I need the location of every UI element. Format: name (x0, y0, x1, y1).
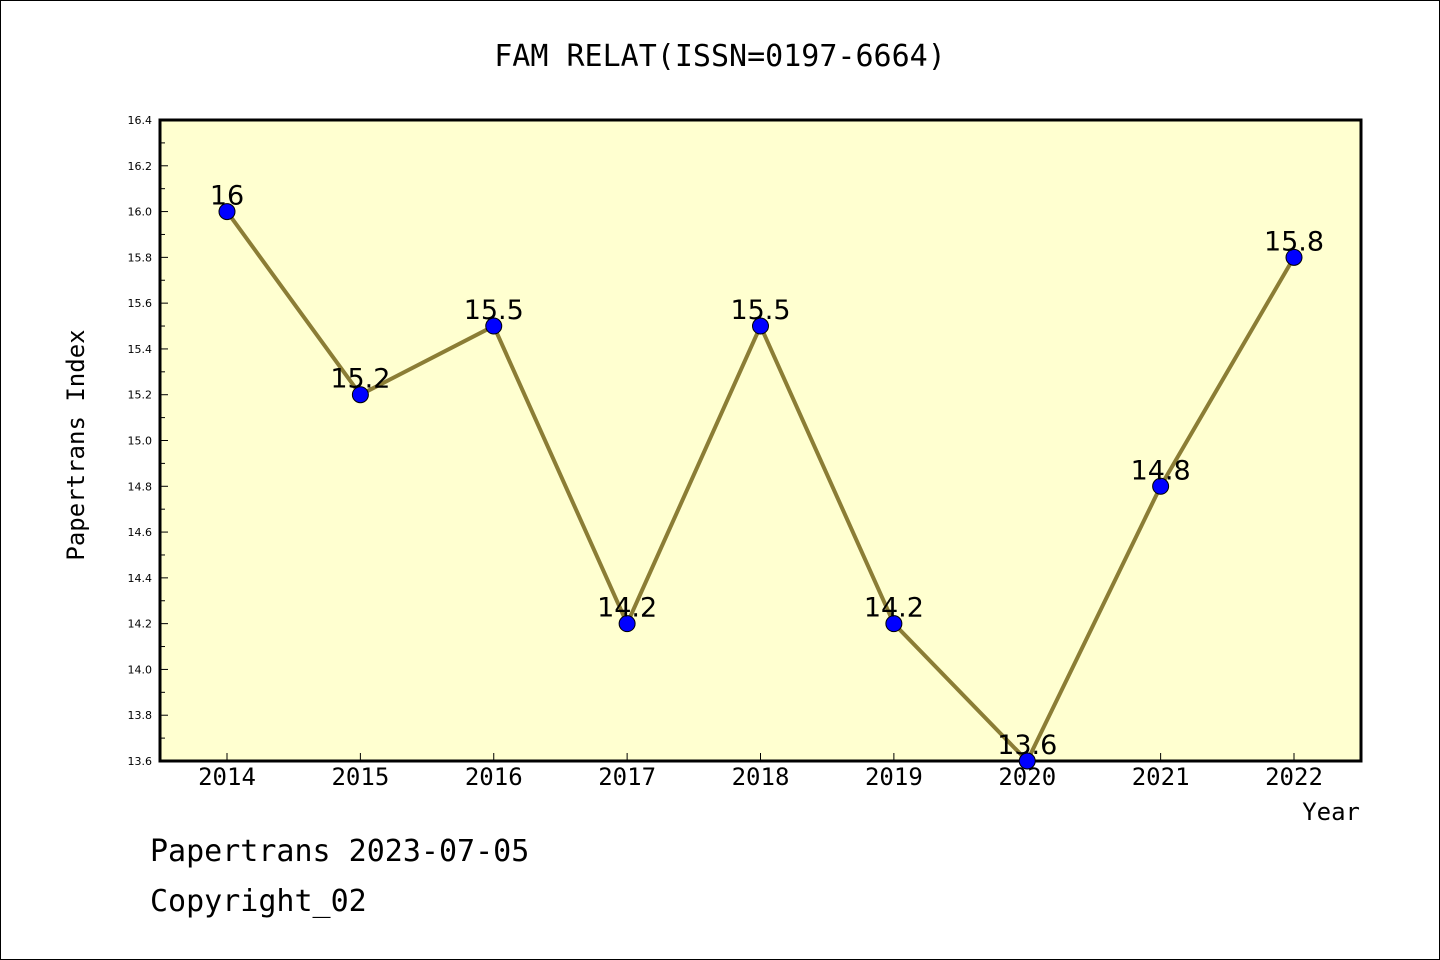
y-tick-label: 15.2 (128, 389, 153, 402)
y-tick-label: 14.8 (128, 480, 153, 493)
data-label: 15.8 (1264, 226, 1324, 257)
y-tick-label: 13.6 (128, 755, 153, 768)
data-point (1152, 477, 1170, 495)
data-label: 15.5 (464, 295, 524, 326)
y-axis: 13.6 13.8 14.0 14.2 14.4 14.6 14.8 15.0 15.2 15.4… (128, 114, 168, 768)
data-point (1285, 248, 1303, 266)
data-label: 14.2 (597, 593, 657, 624)
y-tick-label: 16.0 (128, 206, 153, 219)
plot-area (158, 118, 1363, 763)
y-tick-label: 16.2 (128, 160, 153, 173)
footer-date: Papertrans 2023-07-05 (150, 834, 530, 869)
data-point (752, 317, 769, 335)
data-label: 13.6 (997, 730, 1057, 761)
x-tick-label: 2021 (1132, 763, 1190, 791)
x-tick-label: 2016 (465, 763, 523, 791)
y-tick-label: 15.0 (128, 435, 153, 448)
data-point (618, 615, 636, 633)
x-tick-label: 2017 (598, 763, 656, 791)
y-tick-label: 15.8 (128, 251, 153, 264)
data-point (485, 317, 503, 335)
y-tick-label: 15.6 (128, 297, 153, 310)
y-tick-label: 14.4 (128, 572, 153, 585)
y-tick-label: 14.2 (128, 618, 153, 631)
x-tick-label: 2014 (198, 763, 256, 791)
footer-copyright: Copyright_02 (150, 884, 367, 919)
data-label-group: 16 15.2 15.5 14.2 15.5 14.2 13.6 14.8 15.8 (210, 181, 1324, 761)
y-tick-label: 14.6 (128, 526, 153, 539)
chart-title: FAM RELAT(ISSN=0197-6664) (494, 39, 946, 74)
x-axis: 2014 2015 2016 2017 2018 2019 2020 2021 2022 (198, 753, 1323, 791)
data-point (1018, 752, 1036, 770)
x-axis-label: Year (1302, 798, 1360, 826)
data-label: 15.2 (330, 364, 390, 395)
data-label: 14.8 (1131, 455, 1191, 486)
y-tick-label: 14.0 (128, 663, 153, 676)
data-label: 16 (210, 181, 244, 212)
data-point (218, 203, 236, 221)
y-axis-label: Papertrans Index (62, 329, 90, 560)
data-label: 14.2 (864, 593, 924, 624)
x-tick-label: 2022 (1265, 763, 1323, 791)
y-tick-label: 13.8 (128, 709, 153, 722)
x-tick-label: 2019 (865, 763, 923, 791)
data-point (885, 615, 903, 633)
y-tick-label: 15.4 (128, 343, 153, 356)
y-tick-label: 16.4 (128, 114, 153, 127)
data-point (351, 386, 369, 404)
data-label: 15.5 (730, 295, 790, 326)
x-tick-label: 2015 (331, 763, 389, 791)
marker-group (218, 203, 1303, 770)
x-tick-label: 2018 (732, 763, 790, 791)
